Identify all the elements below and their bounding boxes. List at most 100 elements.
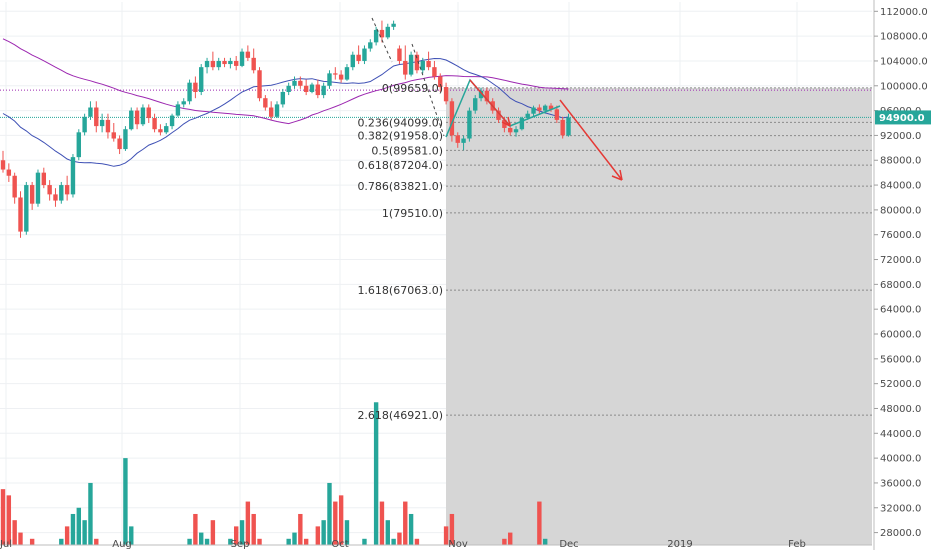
candle-body — [461, 138, 466, 143]
fib-label-0.618: 0.618(87204.0) — [357, 159, 443, 172]
candle-body — [525, 113, 530, 119]
candle-body — [426, 60, 431, 68]
trend-red-1 — [469, 79, 511, 127]
candle-body — [542, 105, 548, 111]
price-tick-label: 44000.0 — [880, 429, 921, 440]
fib-label-1: 1(79510.0) — [382, 207, 443, 220]
volume-bar — [228, 538, 233, 545]
candle-body — [129, 110, 134, 130]
price-tick-label: 32000.0 — [880, 503, 921, 514]
candle-body — [286, 85, 291, 92]
time-tick-label: Feb — [788, 539, 806, 550]
candle-body — [438, 76, 443, 88]
volume-bar — [403, 501, 408, 545]
candle-body — [152, 118, 157, 130]
fib-label-0.236: 0.236(94099.0) — [357, 116, 443, 129]
volume-bar — [123, 458, 128, 545]
volume-bar — [245, 501, 251, 545]
candle-body — [408, 54, 414, 75]
candle-body — [397, 48, 402, 61]
time-axis[interactable]: Jul Aug Sep Oct Nov Dec 2019 Feb — [0, 539, 872, 550]
candle-body — [368, 42, 373, 49]
arrow-head-2 — [501, 116, 511, 127]
candle-body — [239, 51, 245, 66]
price-tick-label: 52000.0 — [880, 379, 921, 390]
candle-body — [414, 54, 420, 71]
volume-bar — [373, 402, 379, 545]
candle-body — [47, 185, 52, 195]
candle-body — [0, 160, 6, 170]
volume-bar — [88, 482, 93, 545]
candle-body — [169, 115, 175, 127]
volume-bar — [344, 520, 350, 545]
volume-bar — [391, 538, 396, 545]
candle-body — [263, 98, 268, 108]
fib-label-0.786: 0.786(83821.0) — [357, 180, 443, 193]
candle-body — [70, 157, 76, 195]
volume-bar — [0, 489, 6, 545]
candle-body — [117, 138, 122, 150]
fib-label-0.5: 0.5(89581.0) — [371, 144, 443, 157]
arrow-head-1 — [611, 169, 623, 181]
candle-body — [443, 87, 449, 102]
volume-bar — [542, 538, 548, 545]
candle-body — [59, 185, 64, 201]
candle-body — [41, 172, 47, 186]
price-tick-label: 28000.0 — [880, 528, 921, 539]
volume-bar — [333, 501, 338, 545]
candle-body — [53, 194, 58, 201]
candle-body — [280, 91, 286, 105]
candle-body — [333, 73, 338, 75]
trend-red-2 — [559, 99, 623, 181]
candle-body — [105, 119, 111, 133]
volume-bar — [303, 538, 309, 545]
volume-bar — [29, 538, 35, 545]
volume-bar — [59, 538, 64, 545]
price-axis[interactable]: 28000.0 32000.0 36000.0 40000.0 44000.0 48000… — [873, 0, 931, 550]
candle-body — [484, 90, 490, 102]
ma-slow-line — [2, 38, 569, 125]
candle-body — [420, 60, 425, 71]
candles — [0, 20, 571, 238]
volume-bar — [234, 526, 239, 545]
candle-body — [222, 60, 227, 65]
volume-bar — [508, 532, 513, 545]
candle-body — [309, 84, 315, 92]
candle-body — [88, 107, 93, 117]
volume-bar — [414, 538, 420, 545]
candle-body — [403, 60, 408, 75]
candle-body — [187, 82, 192, 102]
volume-bar — [443, 526, 449, 545]
candle-body — [519, 118, 525, 130]
price-tick-label: 40000.0 — [880, 454, 921, 465]
candle-body — [548, 105, 554, 110]
volume-bar — [408, 513, 414, 545]
fibonacci-zone — [446, 87, 872, 546]
volume-bar — [327, 482, 332, 545]
candle-body — [158, 129, 163, 133]
price-tick-label: 60000.0 — [880, 330, 921, 341]
volume-bar — [76, 507, 81, 545]
volume-bar — [70, 513, 76, 545]
time-tick-label: Nov — [448, 539, 468, 550]
candle-body — [385, 26, 390, 38]
ma-fast-line — [2, 57, 569, 167]
candle-body — [94, 107, 99, 127]
volume-bar — [449, 513, 455, 545]
fib-label-0.382: 0.382(91958.0) — [357, 130, 443, 143]
time-tick-label: Aug — [112, 539, 132, 550]
volume-bar — [385, 520, 390, 545]
candle-body — [449, 101, 455, 136]
volume-bar — [292, 532, 297, 545]
candle-body — [175, 104, 181, 116]
trend-drawings — [371, 17, 623, 181]
volume-bar — [338, 495, 344, 545]
candle-body — [181, 101, 186, 105]
candle-body — [35, 172, 41, 204]
price-tick-label: 112000.0 — [880, 7, 928, 18]
price-tick-label: 64000.0 — [880, 305, 921, 316]
volume-bar — [257, 538, 262, 545]
candle-body — [6, 169, 12, 176]
price-tick-label: 100000.0 — [880, 81, 928, 92]
